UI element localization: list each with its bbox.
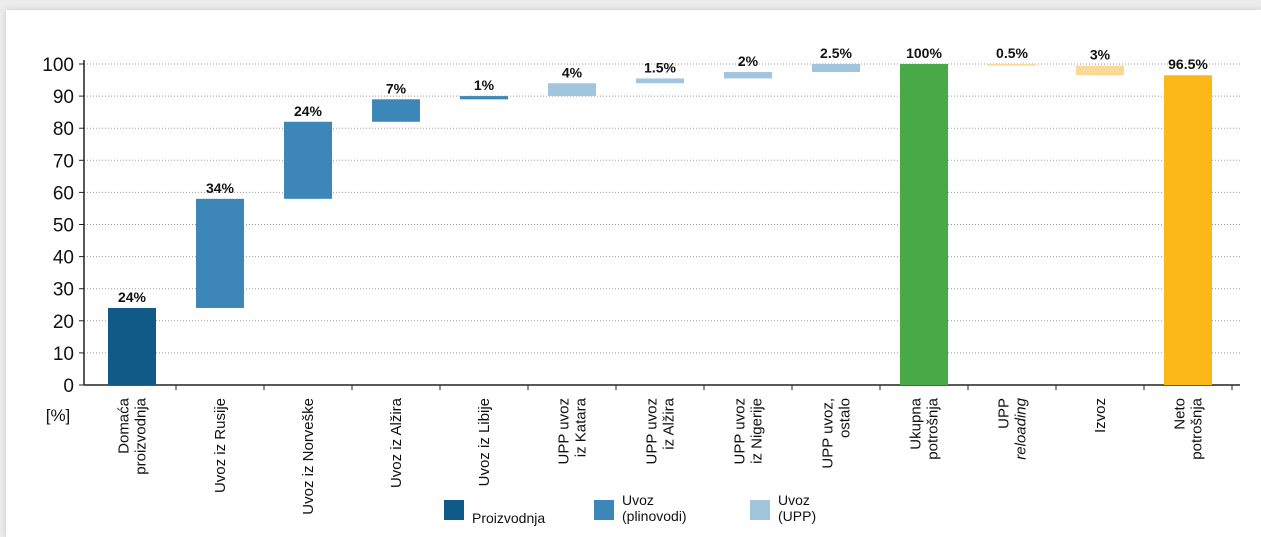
bar-1 (196, 198, 244, 308)
y-tick-label-10: 10 (53, 344, 74, 365)
x-tick-label-2-line-0: Uvoz iz Norveške (300, 398, 317, 515)
x-tick-label-12: Netopotrošnja (1172, 397, 1206, 459)
data-label-2: 24% (294, 103, 323, 119)
data-label-10: 0.5% (996, 45, 1028, 61)
x-tick-label-9: Ukupnapotrošnja (908, 397, 942, 459)
legend-swatch-import-pipeline (594, 500, 614, 520)
y-tick-label-0: 0 (63, 376, 74, 397)
y-unit-label: [%] (46, 406, 71, 425)
legend-swatch-import-lng (750, 500, 770, 520)
data-label-1: 34% (206, 180, 235, 196)
x-tick-label-10-line-0: UPP (996, 398, 1013, 429)
x-tick-label-6-line-1: iz Alžira (661, 397, 678, 449)
data-label-3: 7% (386, 80, 407, 96)
bar-3 (372, 99, 420, 122)
bar-12 (1164, 75, 1212, 386)
bar-9 (900, 64, 948, 385)
y-tick-label-100: 100 (42, 55, 74, 76)
x-tick-label-11-line-0: Izvoz (1092, 398, 1109, 433)
y-tick-label-60: 60 (53, 183, 74, 204)
legend-swatch-production (444, 500, 464, 520)
legend-label-import-lng: Uvoz (UPP) (778, 492, 817, 524)
x-tick-label-2: Uvoz iz Norveške (300, 398, 317, 515)
y-tick-label-20: 20 (53, 312, 74, 333)
data-label-12: 96.5% (1168, 56, 1208, 72)
x-tick-label-8: UPP uvoz,ostalo (820, 398, 854, 469)
bar-5 (548, 83, 596, 97)
legend-label-production: Proizvodnja (472, 510, 546, 526)
x-tick-label-3-line-0: Uvoz iz Alžira (388, 397, 405, 488)
bar-4 (460, 96, 508, 100)
x-tick-label-1-line-0: Uvoz iz Rusije (212, 398, 229, 493)
data-label-9: 100% (906, 45, 942, 61)
x-tick-label-8-line-1: ostalo (837, 398, 854, 438)
x-tick-label-10: UPPreloading (996, 397, 1030, 459)
data-label-6: 1.5% (644, 59, 676, 75)
x-tick-label-5-line-0: UPP uvoz (556, 398, 573, 464)
x-tick-label-1: Uvoz iz Rusije (212, 398, 229, 493)
x-tick-label-3: Uvoz iz Alžira (388, 397, 405, 488)
x-tick-label-7-line-1: iz Nigerije (749, 398, 766, 464)
x-tick-label-10-line-1: reloading (1013, 397, 1030, 459)
data-label-8: 2.5% (820, 45, 852, 61)
data-label-4: 1% (474, 77, 495, 93)
x-tick-label-0-line-1: proizvodnja (133, 397, 150, 474)
bar-10 (988, 64, 1036, 66)
bar-8 (812, 64, 860, 73)
y-tick-label-40: 40 (53, 248, 74, 269)
x-tick-label-7-line-0: UPP uvoz (732, 398, 749, 464)
x-tick-label-8-line-0: UPP uvoz, (820, 398, 837, 469)
bar-7 (724, 72, 772, 79)
bar-11 (1076, 65, 1124, 76)
x-tick-label-4-line-0: Uvoz iz Libije (476, 398, 493, 486)
legend-label-import-pipeline: Uvoz (plinovodi) (622, 492, 687, 524)
data-label-11: 3% (1090, 47, 1111, 63)
bar-2 (284, 121, 332, 199)
data-label-0: 24% (118, 289, 147, 305)
y-tick-label-80: 80 (53, 119, 74, 140)
x-tick-label-5: UPP uvoziz Katara (556, 397, 590, 464)
x-tick-label-6-line-0: UPP uvoz (644, 398, 661, 464)
x-tick-label-9-line-0: Ukupna (908, 397, 925, 449)
x-tick-label-9-line-1: potrošnja (925, 397, 942, 459)
bar-6 (636, 78, 684, 84)
x-tick-label-4: Uvoz iz Libije (476, 398, 493, 486)
x-tick-label-6: UPP uvoziz Alžira (644, 397, 678, 464)
x-tick-label-12-line-0: Neto (1172, 398, 1189, 430)
x-tick-label-7: UPP uvoziz Nigerije (732, 398, 766, 464)
bar-0 (108, 307, 156, 385)
y-tick-label-30: 30 (53, 280, 74, 301)
x-tick-label-12-line-1: potrošnja (1189, 397, 1206, 459)
data-label-7: 2% (738, 53, 759, 69)
data-label-5: 4% (562, 64, 583, 80)
y-tick-label-90: 90 (53, 87, 74, 108)
y-tick-label-70: 70 (53, 151, 74, 172)
y-tick-label-50: 50 (53, 216, 74, 237)
x-tick-label-11: Izvoz (1092, 398, 1109, 433)
x-tick-label-5-line-1: iz Katara (573, 397, 590, 457)
x-tick-label-0: Domaćaproizvodnja (116, 397, 150, 474)
x-tick-label-0-line-0: Domaća (116, 397, 133, 454)
